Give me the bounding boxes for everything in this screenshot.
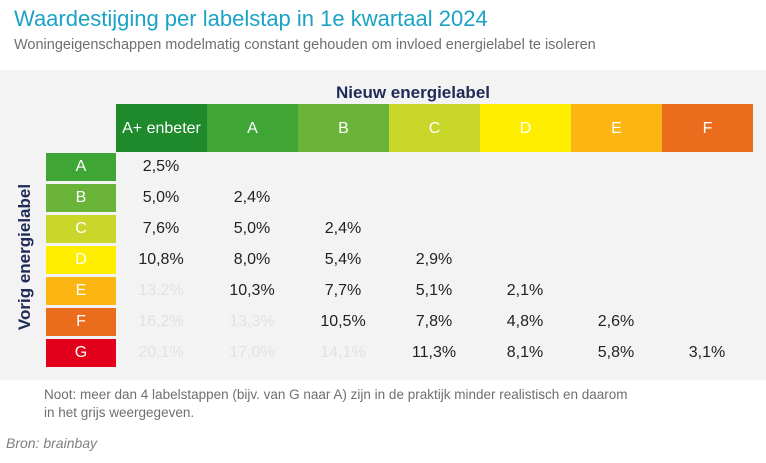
table-cell: 16,2%: [138, 313, 184, 330]
table-cell: 11,3%: [411, 344, 457, 361]
column-header-label: F: [702, 119, 713, 137]
table-cell: 2,1%: [506, 282, 544, 299]
column-header-label: D: [519, 119, 532, 137]
row-header-c: C: [46, 215, 116, 243]
column-header-label: E: [611, 119, 622, 137]
table-cell: 10,8%: [138, 251, 184, 268]
table-cell: 7,8%: [415, 313, 453, 330]
footnote: Noot: meer dan 4 labelstappen (bijv. van…: [44, 386, 744, 422]
table-cell: 17,0%: [229, 344, 275, 361]
column-header-6: E: [571, 104, 662, 152]
table-cell: 5,0%: [233, 220, 271, 237]
table-cell: 2,4%: [324, 220, 362, 237]
table-cell: 5,1%: [415, 282, 453, 299]
column-header-label: C: [428, 119, 441, 137]
table-cell: 5,0%: [142, 189, 180, 206]
table-cell: 2,6%: [597, 313, 635, 330]
table-cell: 14,1%: [320, 344, 366, 361]
row-header-e: E: [46, 277, 116, 305]
table-cell: 5,8%: [597, 344, 635, 361]
row-header-a: A: [46, 153, 116, 181]
table-cell: 13,3%: [229, 313, 275, 330]
page-subtitle: Woningeigenschappen modelmatig constant …: [14, 37, 596, 53]
table-cell: 2,4%: [233, 189, 271, 206]
column-header-label: A+ en: [122, 119, 165, 137]
table-cell: 2,9%: [415, 251, 453, 268]
row-header-d: D: [46, 246, 116, 274]
row-header-f: F: [46, 308, 116, 336]
column-header-1: A+ en beter: [116, 104, 207, 152]
table-cell: 2,5%: [142, 158, 180, 175]
column-axis-label: Nieuw energielabel: [336, 83, 490, 102]
table-cell: 13,2%: [138, 282, 184, 299]
page-title: Waardestijging per labelstap in 1e kwart…: [14, 6, 488, 31]
table-cell: 8,1%: [506, 344, 544, 361]
footnote-line-1: Noot: meer dan 4 labelstappen (bijv. van…: [44, 387, 628, 402]
row-axis-label: Vorig energielabel: [15, 183, 34, 331]
column-header-2: A: [207, 104, 298, 152]
footnote-line-2: in het grijs weergegeven.: [44, 405, 195, 420]
table-cell: 10,3%: [229, 282, 275, 299]
column-header-7: F: [662, 104, 753, 152]
table-cell: 4,8%: [506, 313, 544, 330]
table-cell: 7,6%: [142, 220, 180, 237]
column-header-4: C: [389, 104, 480, 152]
table-cell: 7,7%: [324, 282, 362, 299]
column-header-5: D: [480, 104, 571, 152]
table-cell: 10,5%: [320, 313, 366, 330]
column-header-label: A: [247, 119, 258, 137]
row-header-b: B: [46, 184, 116, 212]
table-cell: 5,4%: [324, 251, 362, 268]
source-credit: Bron: brainbay: [6, 435, 98, 451]
table-cell: 3,1%: [688, 344, 726, 361]
table-cell: 8,0%: [233, 251, 271, 268]
table-cell: 20,1%: [138, 344, 184, 361]
column-header-label: B: [338, 119, 349, 137]
column-header-3: B: [298, 104, 389, 152]
row-header-g: G: [46, 339, 116, 367]
column-header-label: beter: [164, 119, 201, 137]
